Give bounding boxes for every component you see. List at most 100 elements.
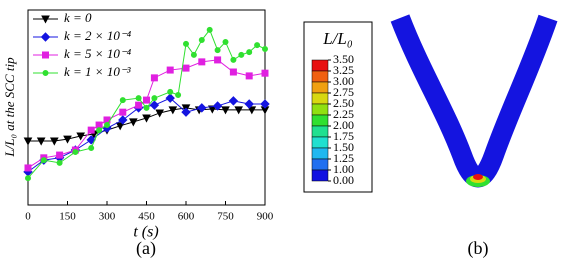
- marker: [63, 135, 72, 144]
- marker: [207, 105, 217, 114]
- marker: [254, 42, 261, 49]
- marker: [96, 127, 103, 134]
- marker: [190, 51, 197, 58]
- marker: [228, 96, 239, 106]
- colorbar-label: 2.50: [333, 96, 354, 110]
- marker: [143, 104, 150, 111]
- marker: [118, 115, 128, 125]
- marker: [168, 106, 178, 115]
- marker: [244, 99, 254, 109]
- marker: [206, 26, 213, 33]
- marker: [183, 40, 189, 47]
- marker: [198, 58, 206, 66]
- caption: (a): [136, 238, 156, 259]
- legend-label: k = 0: [64, 10, 92, 25]
- marker: [115, 122, 125, 131]
- marker: [149, 100, 160, 110]
- marker: [36, 137, 46, 146]
- legend-label: k = 1 × 10⁻³: [64, 64, 132, 79]
- caption: (b): [468, 238, 489, 259]
- colorbar-label: 3.00: [333, 74, 354, 88]
- marker: [151, 95, 158, 102]
- colorbar-swatch: [311, 125, 329, 138]
- colorbar-label: 1.00: [333, 162, 354, 176]
- marker: [238, 51, 245, 58]
- marker: [23, 137, 33, 146]
- marker: [143, 96, 150, 104]
- marker: [142, 114, 151, 123]
- marker: [247, 106, 257, 115]
- marker: [49, 137, 59, 146]
- marker: [24, 164, 32, 172]
- colorbar-swatch: [311, 114, 329, 127]
- x-tick-label: 900: [257, 211, 274, 223]
- colorbar-swatch: [311, 158, 329, 171]
- marker: [230, 56, 237, 63]
- marker: [260, 99, 270, 109]
- marker: [25, 175, 31, 182]
- marker: [181, 107, 191, 117]
- colorbar-label: 2.25: [333, 107, 354, 121]
- marker: [155, 109, 165, 118]
- x-tick-label: 600: [178, 211, 195, 223]
- marker: [119, 97, 126, 104]
- marker: [104, 122, 110, 129]
- colorbar-label: 2.75: [333, 85, 354, 99]
- legend-label: k = 5 × 10⁻⁴: [64, 46, 132, 61]
- marker: [167, 88, 174, 95]
- colorbar-label: 1.25: [333, 151, 354, 165]
- colorbar-swatch: [311, 81, 329, 94]
- marker: [222, 38, 229, 45]
- marker: [214, 56, 222, 64]
- x-tick-label: 150: [59, 211, 76, 223]
- marker: [182, 64, 190, 72]
- marker: [175, 92, 182, 99]
- marker: [212, 101, 223, 111]
- marker: [135, 101, 143, 109]
- marker: [246, 49, 253, 56]
- colorbar-swatch: [311, 103, 329, 116]
- x-tick-label: 450: [138, 211, 155, 223]
- marker: [72, 148, 79, 155]
- marker: [229, 68, 237, 76]
- marker: [262, 46, 268, 52]
- x-tick-label: 750: [217, 211, 234, 223]
- marker: [234, 106, 244, 115]
- x-tick-label: 300: [99, 211, 116, 223]
- marker: [166, 66, 174, 74]
- marker: [198, 37, 205, 44]
- marker: [261, 69, 269, 77]
- colorbar-label: 3.50: [333, 52, 354, 66]
- colorbar-swatch: [311, 59, 329, 72]
- colorbar-swatch: [311, 136, 329, 149]
- colorbar-title: L/L₀: [322, 29, 353, 48]
- marker: [221, 106, 230, 115]
- x-axis-label: t (s): [133, 224, 158, 241]
- specimen-shape: [390, 14, 558, 188]
- x-tick-label: 0: [25, 211, 31, 223]
- legend-label: k = 2 × 10⁻⁴: [64, 28, 132, 43]
- marker: [165, 93, 175, 103]
- marker: [76, 132, 86, 141]
- colorbar-label: 1.50: [333, 140, 354, 154]
- colorbar-label: 0.00: [333, 173, 354, 187]
- marker: [135, 95, 142, 102]
- marker: [86, 135, 96, 145]
- marker: [40, 157, 47, 164]
- colorbar-label: 2.00: [333, 118, 354, 132]
- legend-marker: [42, 51, 49, 59]
- colorbar-label: 1.75: [333, 129, 354, 143]
- marker: [245, 72, 253, 80]
- colorbar-swatch: [311, 70, 329, 83]
- marker: [119, 108, 127, 116]
- legend-marker: [42, 70, 49, 76]
- marker: [56, 151, 64, 159]
- tip-zone: [473, 174, 483, 180]
- specimen: [390, 14, 558, 188]
- marker: [197, 103, 207, 113]
- colorbar-label: 3.25: [333, 63, 354, 77]
- marker: [214, 47, 221, 54]
- marker: [87, 126, 95, 134]
- marker: [56, 159, 63, 166]
